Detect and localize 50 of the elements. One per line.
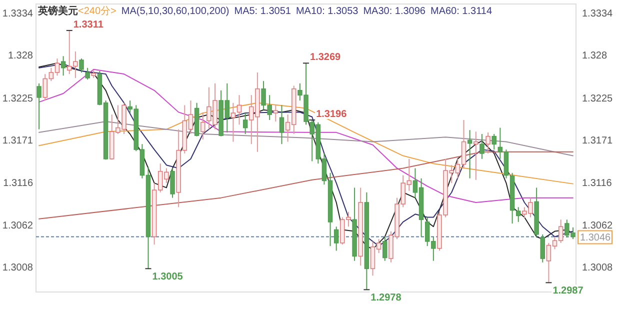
candlestick [170,168,175,198]
y-tick-label: 1.3008 [2,262,34,274]
candlestick [85,67,90,80]
candlestick [474,131,478,180]
y-tick-label: 1.3225 [2,93,34,104]
candlestick [230,102,236,142]
y-tick-label: 1.328 [8,50,34,62]
candlestick [242,112,248,134]
line-series [38,102,574,184]
annotation: MA60: 1.3114 [430,6,492,17]
annotation: MA(5,10,30,60,100,200) [121,6,230,17]
candlestick [200,112,206,140]
ref-line-label: 1.3046 [580,232,612,244]
annotation: 1.2987 [552,286,584,297]
candlestick [334,226,339,252]
y-tick-label: 1.3334 [2,8,34,20]
y2-tick-label: 1.3225 [582,93,614,104]
candlestick [480,133,484,160]
annotation: 1.3311 [73,19,104,30]
candlestick [279,104,284,145]
y2-tick-label: 1.3334 [582,8,614,20]
y2-tick-label: 1.3008 [582,262,614,274]
y-tick-label: 1.3062 [2,220,34,232]
line-series [38,68,574,203]
candlestick [36,82,42,130]
candlestick [486,132,490,154]
annotation: 1.3196 [316,108,348,120]
candlestick [60,56,66,76]
annotation: MA5: 1.3051 [234,6,292,17]
chart-subtitle: <240分> [78,5,117,17]
candlestick [382,236,388,262]
annotation: 1.3005 [152,272,184,283]
candlestick [79,58,84,73]
annotation: 1.3269 [310,52,342,64]
candlestick [516,206,521,222]
y2-tick-label: 1.3062 [582,220,614,232]
y2-tick-label: 1.3171 [582,135,614,146]
y-tick-label: 1.3171 [2,135,34,146]
candlestick [236,94,242,126]
candlestick [273,104,278,122]
y2-tick-label: 1.3116 [582,178,612,190]
candlestick [492,133,496,150]
y2-tick-label: 1.328 [582,50,608,62]
text: 1.2978 [370,292,402,304]
y-tick-label: 1.3116 [3,178,34,190]
annotation: MA30: 1.3096 [363,6,426,17]
annotation: MA10: 1.3053 [296,6,359,17]
candlestick [540,234,545,263]
line-series [38,121,574,156]
chart-title: 英镑美元 [37,5,78,17]
